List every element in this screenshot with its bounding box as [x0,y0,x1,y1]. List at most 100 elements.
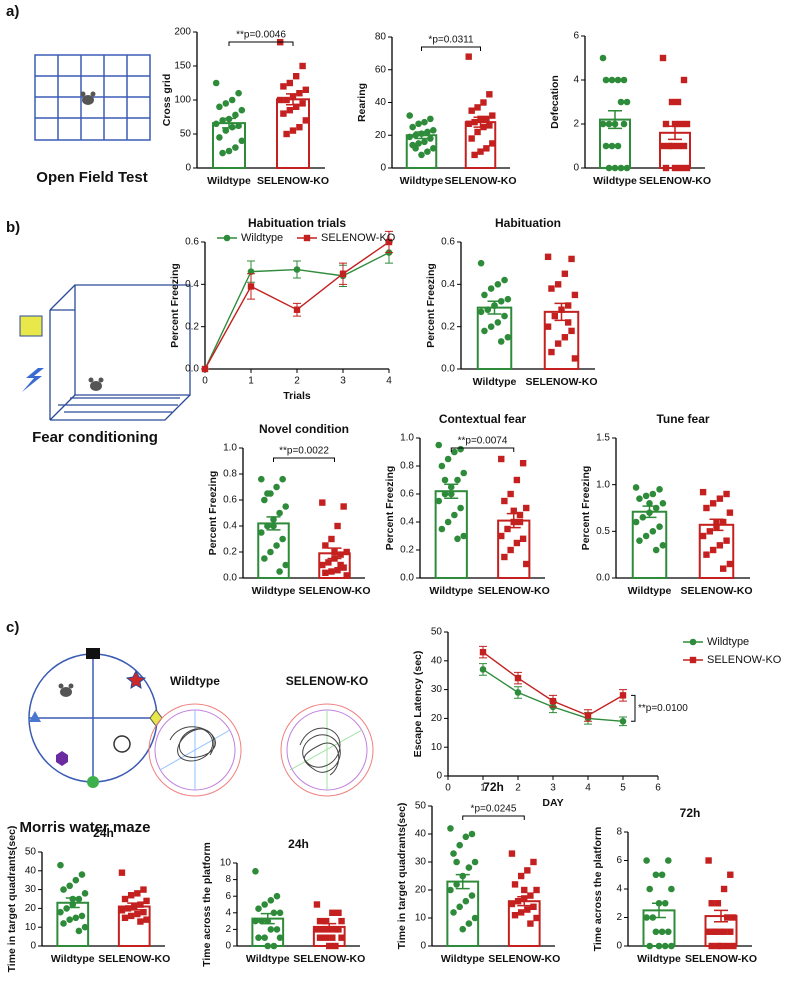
y-tick-label: 0 [573,163,579,174]
data-point [134,910,141,918]
data-point [632,518,640,526]
data-point [406,133,414,141]
error-bar [322,922,337,931]
data-point [313,926,321,933]
data-point [568,255,575,263]
data-point [471,118,478,126]
data-point [599,54,607,62]
p-value: **p=0.0022 [279,446,329,457]
data-point [261,496,268,504]
error-bar [554,302,569,322]
y-tick-label: 6 [573,31,579,42]
data-point [280,110,287,117]
data-point [533,914,540,922]
y-tick-label: 0.0 [400,573,414,584]
data-point [565,302,572,309]
data-point [708,900,715,907]
data-point [474,104,481,111]
data-point [646,500,653,507]
x-tick-label: 1 [248,376,254,387]
data-point [222,127,230,134]
data-point [611,164,619,172]
cue-icon [29,711,41,722]
data-point [261,555,268,562]
data-point [501,497,508,505]
data-point [658,928,666,936]
data-point [519,460,527,467]
data-point [477,148,484,155]
data-point [66,916,73,923]
y-tick-label: 0.8 [400,461,414,472]
x-tick-label: Wildtype [628,585,672,597]
data-point [276,934,284,941]
data-point [267,926,275,933]
y-tick-label: 2 [573,119,579,130]
y-axis-label: Defecation [549,75,561,129]
data-point [498,532,505,540]
data-point [66,882,73,890]
data-point [225,147,233,155]
data-point [617,164,625,172]
x-tick-label: Wildtype [246,953,290,965]
error-bar [127,902,142,911]
y-tick-label: 40 [431,655,443,666]
data-point [530,903,537,910]
y-tick-label: 30 [25,884,37,895]
data-point [337,551,344,558]
data-point [78,912,86,920]
data-point [716,495,724,502]
data-point [565,319,572,326]
chart-title: Contextual fear [439,412,527,426]
error-bar [266,516,281,531]
track-label: SELENOW-KO [286,674,368,688]
y-axis-label: Time in target quadrants(sec) [396,803,408,950]
data-point [608,76,616,84]
data-point [659,542,667,549]
data-point [121,895,129,903]
data-point [60,886,67,893]
data-point [335,926,342,933]
data-point [465,120,472,127]
data-point [514,898,522,905]
data-point [468,830,476,838]
data-point [415,120,422,128]
data-point [459,925,467,933]
error-bar [506,512,521,529]
y-tick-label: 0.6 [185,237,199,248]
data-point [497,338,505,345]
data-point [454,476,461,484]
speaker-icon [19,315,43,337]
data-point [623,164,631,172]
data-point [462,897,470,905]
y-axis-label: Cross grid [161,74,173,127]
data-point [471,858,479,866]
data-point [705,857,712,864]
data-point [544,253,552,261]
data-point [140,886,147,893]
data-point [415,140,422,147]
data-point [427,115,434,123]
error-bar [652,902,666,919]
data-point [474,128,481,136]
chart-title: 24h [93,826,114,840]
data-point [656,486,663,493]
data-point [335,909,342,916]
data-point [511,912,519,919]
data-point [276,909,284,917]
data-point [489,112,496,119]
y-tick-label: 6 [616,855,622,866]
data-point [421,138,428,146]
data-point [480,99,487,106]
x-tick-label: SELENOW-KO [478,585,550,597]
data-point [554,281,562,288]
x-tick-label: Wildtype [207,175,251,187]
data-point [662,164,670,172]
p-value: **p=0.0046 [236,30,286,41]
data-point [483,145,490,152]
x-tick-label: 1 [480,783,486,794]
y-tick-label: 2 [225,924,231,935]
y-axis-label: Time in target quadrants(sec) [6,826,18,973]
data-point [646,885,653,893]
chart-title: Habituation trials [248,216,346,230]
error-bar [286,93,300,106]
